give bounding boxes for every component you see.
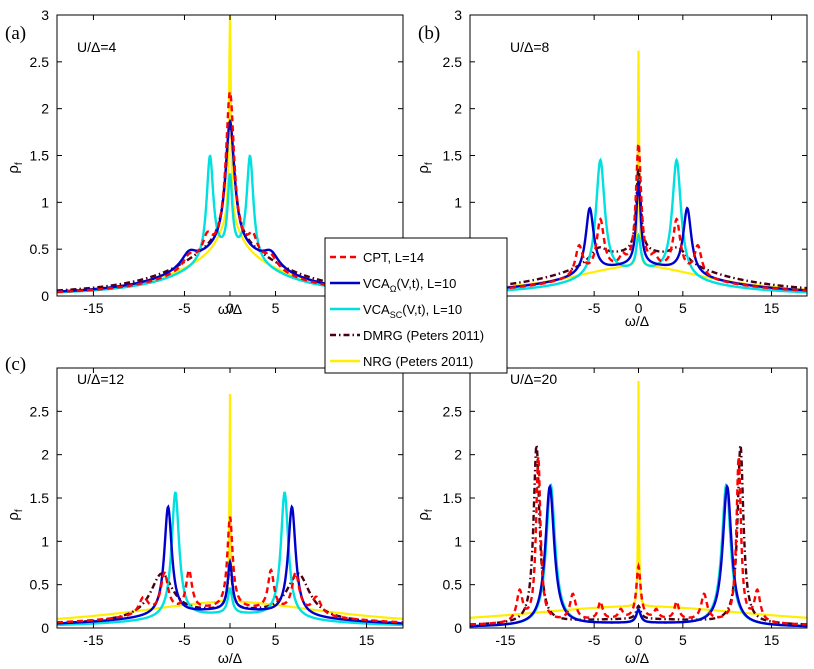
legend: CPT, L=14 VCAΩ(V,t), L=10 VCASC(V,t), L=10…: [324, 237, 508, 374]
series-line-3: [470, 167, 807, 290]
y-tick-label: 2: [454, 447, 462, 463]
y-tick-label: 1.5: [443, 490, 463, 506]
x-tick-label: -5: [178, 632, 191, 648]
series-line-1: [470, 484, 807, 628]
series-line-1: [470, 180, 807, 292]
y-tick-label: 1: [41, 194, 49, 210]
y-tick-label: 2.5: [443, 54, 463, 70]
legend-label: DMRG (Peters 2011): [363, 328, 484, 343]
x-tick-label: 5: [272, 300, 280, 316]
x-tick-label: -5: [588, 300, 601, 316]
series-line-0: [57, 516, 403, 624]
x-tick-label: 0: [226, 632, 234, 648]
y-tick-label: 3: [454, 7, 462, 23]
y-tick-label: 2.5: [443, 403, 463, 419]
plot-area: [470, 50, 807, 294]
y-tick-label: 0: [41, 620, 49, 636]
series-line-4: [57, 393, 403, 620]
panel-annotation: U/Δ=12: [77, 371, 124, 387]
y-tick-label: 1.5: [30, 490, 50, 506]
x-tick-label: -5: [178, 300, 191, 316]
y-tick-label: 2: [454, 101, 462, 117]
x-tick-label: 5: [679, 632, 687, 648]
x-axis-label: ω/Δ: [625, 313, 649, 329]
y-tick-label: 2.5: [30, 403, 50, 419]
y-tick-label: 1.5: [443, 148, 463, 164]
x-tick-label: 15: [764, 300, 780, 316]
y-axis-label: ρf: [415, 509, 435, 521]
panel-label: (b): [418, 23, 440, 44]
y-tick-label: 0: [41, 288, 49, 304]
y-tick-label: 2: [41, 447, 49, 463]
x-tick-label: -15: [83, 300, 103, 316]
panel-annotation: U/Δ=20: [510, 371, 557, 387]
panel-annotation: U/Δ=4: [77, 39, 117, 55]
y-tick-label: 1.5: [30, 148, 50, 164]
y-tick-label: 2: [41, 101, 49, 117]
series-line-3: [470, 444, 807, 626]
plot-area: [470, 380, 807, 628]
x-tick-label: -15: [495, 632, 515, 648]
y-tick-label: 0: [454, 620, 462, 636]
y-tick-label: 0.5: [443, 577, 463, 593]
y-tick-label: 1: [454, 533, 462, 549]
y-tick-label: 1: [41, 533, 49, 549]
y-tick-label: 3: [41, 7, 49, 23]
y-tick-label: 0.5: [30, 577, 50, 593]
legend-box: [324, 237, 508, 374]
panel-label: (a): [5, 23, 26, 44]
series-line-2: [57, 491, 403, 627]
legend-label: NRG (Peters 2011): [363, 354, 473, 369]
x-axis-label: ω/Δ: [218, 301, 242, 317]
x-tick-label: 5: [272, 632, 280, 648]
series-line-2: [470, 157, 807, 294]
series-line-1: [57, 504, 403, 625]
panel-c: -15 -5 0 5 15 0 0.5 1 1.5 2 2.5 ω/Δ ρf (c) U/Δ=12: [5, 354, 404, 666]
x-tick-label: 0: [226, 300, 234, 316]
y-axis-label: ρf: [5, 509, 25, 521]
y-axis-label: ρf: [415, 162, 435, 174]
x-tick-label: -5: [588, 632, 601, 648]
y-tick-label: 2.5: [30, 54, 50, 70]
x-tick-label: 5: [679, 300, 687, 316]
legend-label: VCAΩ(V,t), L=10: [363, 276, 456, 294]
x-tick-label: 0: [635, 300, 643, 316]
plot-area: [57, 393, 403, 627]
x-tick-label: 0: [635, 632, 643, 648]
x-axis-label: ω/Δ: [218, 650, 242, 666]
y-tick-label: 1: [454, 194, 462, 210]
x-tick-label: -15: [83, 632, 103, 648]
legend-label: VCASC(V,t), L=10: [363, 302, 462, 320]
legend-label: CPT, L=14: [363, 250, 424, 265]
x-tick-label: 15: [359, 632, 375, 648]
x-tick-label: 15: [764, 632, 780, 648]
y-tick-label: 0.5: [30, 241, 50, 257]
panel-label: (c): [5, 354, 26, 375]
series-line-0: [470, 456, 807, 626]
y-axis-label: ρf: [5, 162, 25, 174]
series-line-4: [470, 380, 807, 619]
panel-annotation: U/Δ=8: [510, 39, 550, 55]
x-axis-label: ω/Δ: [625, 650, 649, 666]
